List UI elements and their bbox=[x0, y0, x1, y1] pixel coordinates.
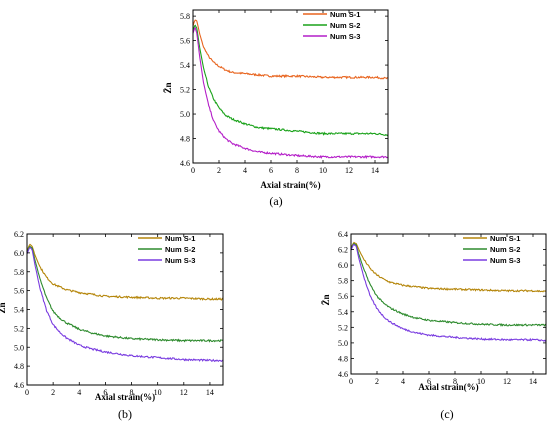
legend-entry-2: Num S-2 bbox=[330, 21, 360, 30]
y-tick-label: 5.8 bbox=[338, 277, 348, 286]
y-tick-label: 6.2 bbox=[14, 230, 24, 239]
y-tick-label: 6.2 bbox=[338, 246, 348, 255]
series-line-3 bbox=[351, 243, 546, 342]
plot-frame bbox=[192, 9, 389, 164]
y-tick-label: 5.6 bbox=[338, 292, 348, 301]
legend-entry-1: Num S-1 bbox=[165, 234, 195, 243]
y-tick-label: 5.2 bbox=[14, 324, 24, 333]
y-tick-label: 5.0 bbox=[14, 343, 24, 352]
series-line-2 bbox=[193, 24, 388, 137]
y-tick-label: 4.6 bbox=[14, 381, 24, 390]
y-tick-label: 5.0 bbox=[338, 339, 348, 348]
y-axis-label: Z̄n bbox=[0, 302, 7, 313]
x-tick-label: 0 bbox=[191, 166, 195, 175]
x-tick-label: 14 bbox=[371, 166, 379, 175]
x-axis-label: Axial strain(%) bbox=[418, 382, 478, 392]
series-line-1 bbox=[27, 243, 223, 301]
x-tick-label: 0 bbox=[25, 388, 29, 397]
x-tick-label: 0 bbox=[349, 377, 353, 386]
panel-label: (a) bbox=[269, 194, 282, 208]
y-axis-label: Z̄n bbox=[321, 294, 331, 305]
y-axis-label: Z̄n bbox=[163, 82, 173, 93]
x-tick-label: 6 bbox=[269, 166, 273, 175]
y-tick-label: 4.6 bbox=[180, 159, 190, 168]
chart-panel-c: 0 2 4 6 8 10 12 14 4.6 4.8 5.0 5.2 5.4 5.6 5.8 6.0 6.2 6.… bbox=[321, 230, 547, 421]
x-tick-label: 6 bbox=[427, 377, 431, 386]
y-tick-label: 6.0 bbox=[14, 249, 24, 258]
x-tick-label: 12 bbox=[345, 166, 353, 175]
y-tick-label: 5.2 bbox=[338, 323, 348, 332]
y-tick-label: 5.6 bbox=[180, 37, 190, 46]
y-tick-label: 4.8 bbox=[14, 362, 24, 371]
legend-entry-3: Num S-3 bbox=[490, 256, 520, 265]
x-tick-label: 8 bbox=[130, 388, 134, 397]
series-group bbox=[193, 19, 388, 160]
y-tick-label: 6.0 bbox=[338, 261, 348, 270]
x-axis-label: Axial strain(%) bbox=[95, 392, 155, 402]
legend-entry-3: Num S-3 bbox=[165, 256, 195, 265]
series-group bbox=[351, 241, 546, 342]
legend-entry-2: Num S-2 bbox=[490, 245, 520, 254]
panel-label: (b) bbox=[118, 407, 132, 421]
y-tick-label: 5.0 bbox=[180, 110, 190, 119]
series-line-3 bbox=[193, 26, 388, 160]
legend-entry-1: Num S-1 bbox=[490, 234, 520, 243]
x-tick-label: 8 bbox=[295, 166, 299, 175]
series-line-3 bbox=[27, 246, 223, 363]
legend-entry-3: Num S-3 bbox=[330, 32, 360, 41]
x-tick-label: 10 bbox=[319, 166, 327, 175]
series-group bbox=[27, 243, 223, 363]
chart-panel-a: 0 2 4 6 8 10 12 14 4.6 4.8 5.0 5.2 5.4 5.6 5.8 Axial st… bbox=[163, 9, 389, 208]
y-tick-label: 5.4 bbox=[14, 306, 24, 315]
series-line-1 bbox=[193, 19, 388, 80]
x-axis-label: Axial strain(%) bbox=[260, 180, 320, 190]
x-tick-label: 2 bbox=[51, 388, 55, 397]
x-tick-label: 6 bbox=[103, 388, 107, 397]
series-line-2 bbox=[27, 245, 223, 343]
chart-panel-b: 0 2 4 6 8 10 12 14 4.6 4.8 5.0 5.2 5.4 5.6 5.8 6.0 6.2 Ax… bbox=[0, 230, 224, 421]
y-tick-label: 5.2 bbox=[180, 86, 190, 95]
y-tick-label: 5.4 bbox=[180, 61, 190, 70]
panel-label: (c) bbox=[440, 407, 453, 421]
y-tick-label: 5.6 bbox=[14, 287, 24, 296]
series-line-2 bbox=[351, 242, 546, 327]
x-tick-label: 10 bbox=[477, 377, 485, 386]
y-tick-label: 4.6 bbox=[338, 370, 348, 379]
plot-frame bbox=[350, 233, 547, 375]
x-tick-label: 10 bbox=[154, 388, 162, 397]
x-tick-label: 14 bbox=[529, 377, 537, 386]
y-tick-label: 6.4 bbox=[338, 230, 348, 239]
y-tick-label: 4.8 bbox=[180, 135, 190, 144]
x-tick-label: 4 bbox=[243, 166, 247, 175]
y-tick-label: 4.8 bbox=[338, 354, 348, 363]
y-tick-label: 5.8 bbox=[180, 12, 190, 21]
x-tick-label: 2 bbox=[375, 377, 379, 386]
y-tick-label: 5.8 bbox=[14, 268, 24, 277]
x-tick-label: 2 bbox=[217, 166, 221, 175]
x-tick-label: 12 bbox=[180, 388, 188, 397]
legend-entry-1: Num S-1 bbox=[330, 10, 360, 19]
series-line-1 bbox=[351, 241, 546, 293]
legend-entry-2: Num S-2 bbox=[165, 245, 195, 254]
x-tick-label: 14 bbox=[206, 388, 214, 397]
x-tick-label: 4 bbox=[401, 377, 405, 386]
y-tick-label: 5.4 bbox=[338, 308, 348, 317]
x-tick-label: 12 bbox=[503, 377, 511, 386]
x-tick-label: 8 bbox=[453, 377, 457, 386]
x-tick-label: 4 bbox=[77, 388, 81, 397]
